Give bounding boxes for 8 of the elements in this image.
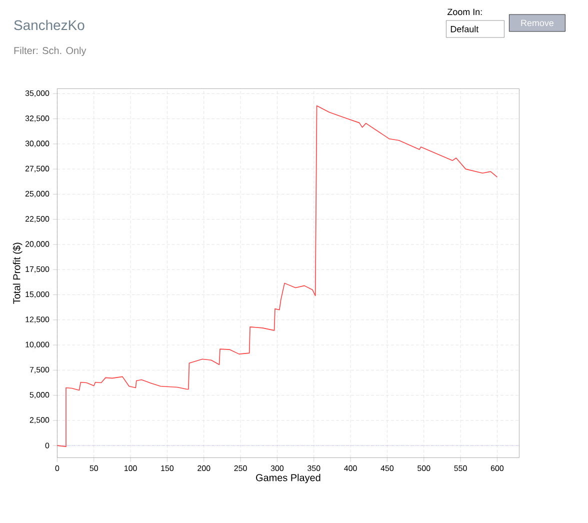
chart-subtitle: Filter: Sch. Only [14,46,86,56]
text: Remove [521,20,554,26]
text: Default [450,26,479,32]
line-series [57,105,498,447]
text: Zoom In: [447,8,482,16]
x-axis-title: Games Played [256,474,320,484]
y-axis-title: Total Profit ($) [12,242,22,304]
chart-title: SanchezKo [14,20,84,30]
